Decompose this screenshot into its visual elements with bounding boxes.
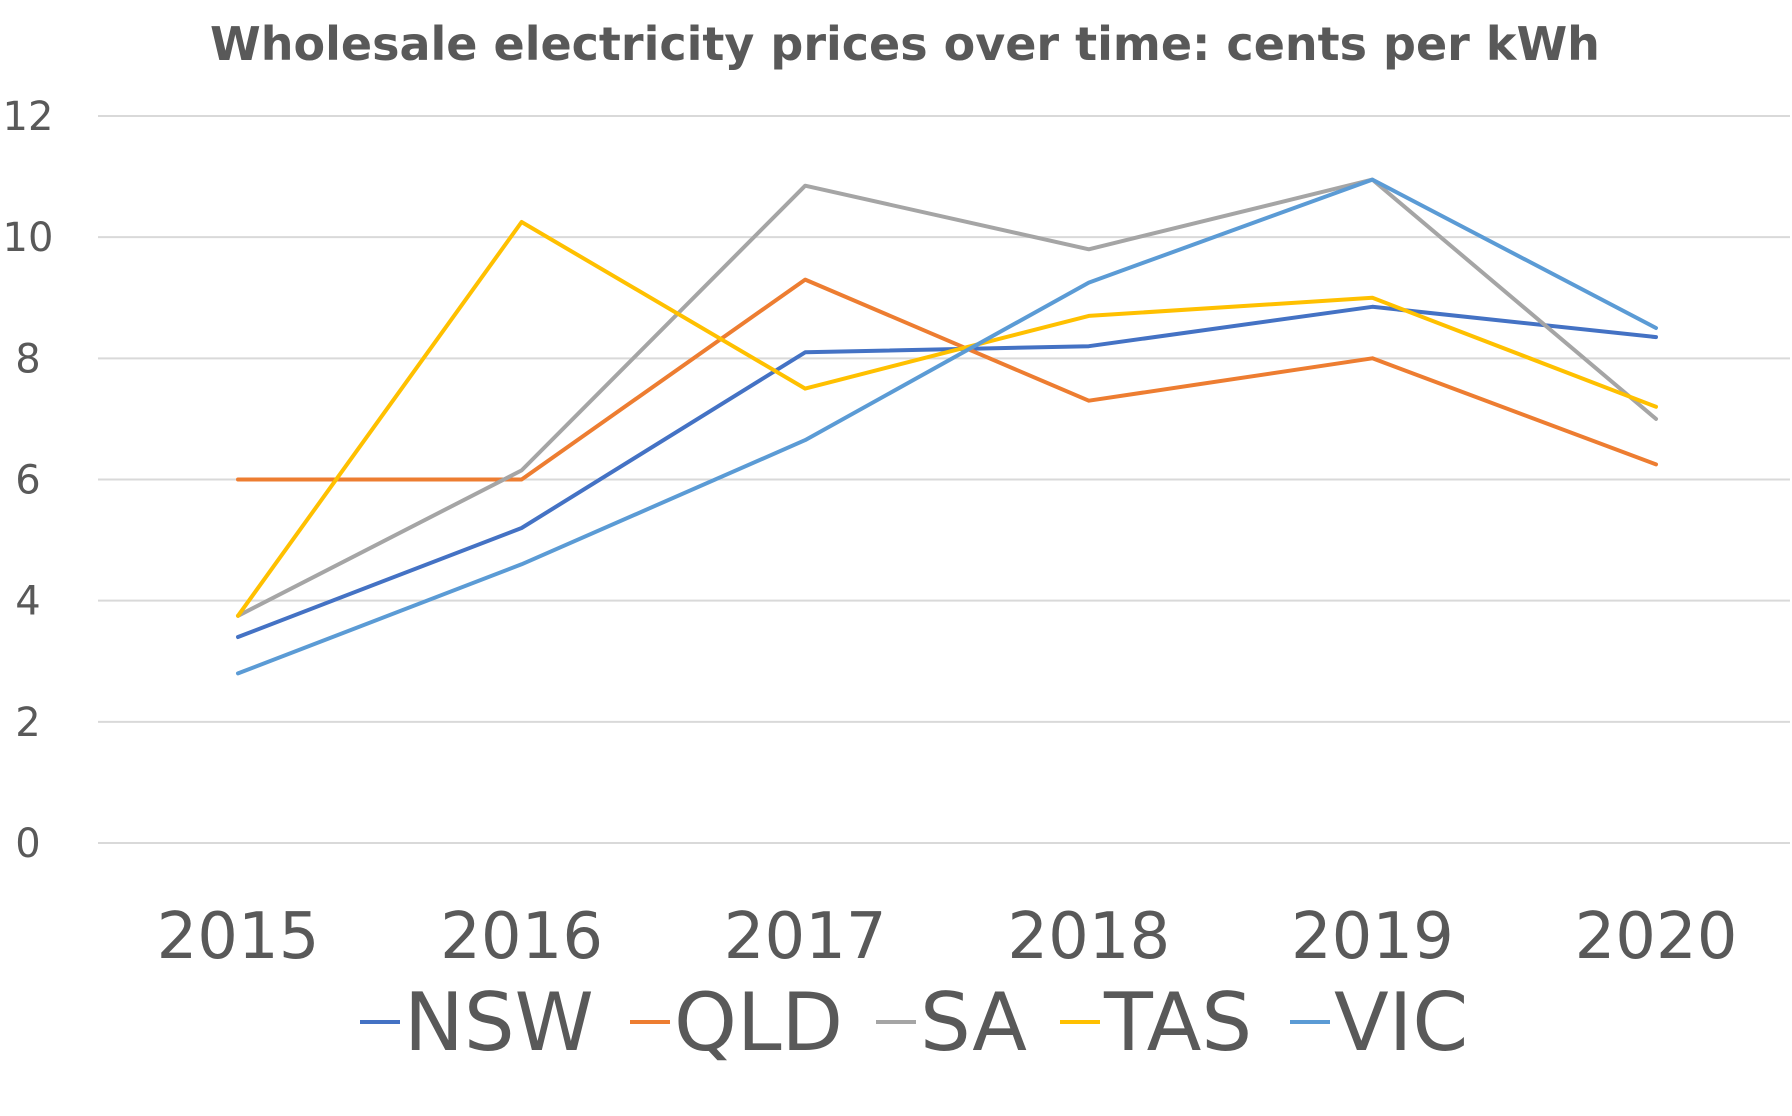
y-tick-label: 4 [15, 579, 40, 625]
chart-title: Wholesale electricity prices over time: … [210, 17, 1600, 71]
legend-label: QLD [674, 976, 843, 1069]
x-tick-label: 2015 [157, 900, 320, 974]
legend-item-vic: VIC [1290, 976, 1468, 1069]
series-line-nsw [236, 304, 1658, 639]
legend-label: TAS [1103, 976, 1252, 1069]
y-axis-tick-labels: 0 2 4 6 8 10 12 [3, 94, 54, 867]
legend-label: VIC [1334, 976, 1468, 1069]
series-lines [236, 177, 1658, 676]
series-line-tas [236, 220, 1658, 618]
legend-label: NSW [404, 976, 594, 1069]
y-tick-label: 12 [3, 94, 54, 140]
y-tick-label: 6 [15, 458, 40, 504]
y-tick-label: 10 [3, 215, 54, 261]
legend-item-nsw: NSW [360, 976, 594, 1069]
legend-label: SA [920, 976, 1027, 1069]
x-tick-label: 2017 [724, 900, 887, 974]
y-tick-label: 2 [15, 700, 40, 746]
x-tick-label: 2016 [440, 900, 603, 974]
legend-item-sa: SA [876, 976, 1027, 1069]
series-line-vic [236, 177, 1658, 676]
y-tick-label: 0 [15, 821, 40, 867]
legend: NSW QLD SA TAS VIC [360, 976, 1468, 1069]
series-line-qld [236, 277, 1658, 482]
x-tick-label: 2020 [1575, 900, 1738, 974]
x-axis-tick-labels: 2015 2016 2017 2018 2019 2020 [157, 900, 1738, 974]
y-tick-label: 8 [15, 336, 40, 382]
x-tick-label: 2019 [1291, 900, 1454, 974]
x-tick-label: 2018 [1007, 900, 1170, 974]
series-line-sa [236, 177, 1658, 618]
legend-item-qld: QLD [630, 976, 843, 1069]
legend-item-tas: TAS [1060, 976, 1252, 1069]
